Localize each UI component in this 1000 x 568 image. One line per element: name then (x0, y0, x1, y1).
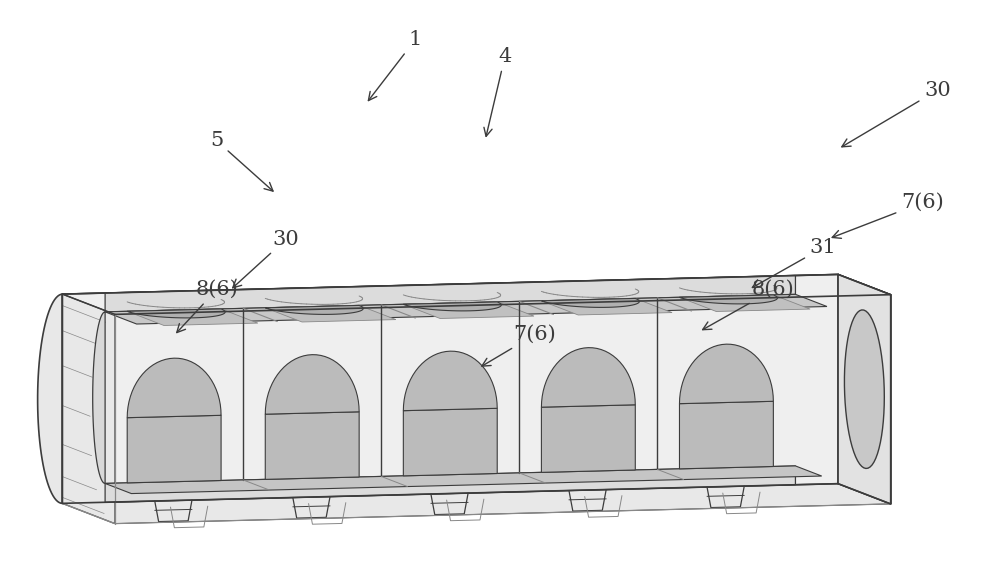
Text: 5: 5 (210, 131, 273, 191)
Polygon shape (838, 274, 891, 504)
Polygon shape (105, 275, 795, 312)
Text: 30: 30 (842, 81, 951, 147)
Polygon shape (38, 294, 62, 503)
Polygon shape (62, 294, 115, 524)
Text: 7(6): 7(6) (832, 193, 944, 239)
Text: 30: 30 (233, 229, 300, 288)
Polygon shape (541, 405, 635, 473)
Polygon shape (265, 354, 359, 414)
Polygon shape (541, 298, 672, 315)
Polygon shape (403, 302, 501, 311)
Text: 4: 4 (484, 47, 512, 136)
Polygon shape (403, 408, 497, 476)
Polygon shape (93, 312, 105, 483)
Polygon shape (541, 348, 635, 407)
Polygon shape (403, 351, 497, 411)
Polygon shape (265, 306, 396, 322)
Polygon shape (403, 302, 534, 319)
Polygon shape (541, 298, 639, 307)
Polygon shape (127, 309, 258, 325)
Polygon shape (679, 344, 773, 404)
Polygon shape (838, 274, 891, 504)
Polygon shape (265, 412, 359, 479)
Polygon shape (127, 358, 221, 417)
Polygon shape (62, 274, 838, 503)
Polygon shape (679, 295, 777, 304)
Text: 1: 1 (368, 30, 422, 101)
Polygon shape (265, 306, 363, 315)
Text: 8(6): 8(6) (703, 280, 795, 329)
Polygon shape (105, 466, 822, 494)
Text: 8(6): 8(6) (177, 280, 238, 333)
Polygon shape (127, 309, 225, 318)
Polygon shape (105, 466, 795, 502)
Polygon shape (679, 295, 810, 311)
Polygon shape (844, 310, 884, 469)
Text: 7(6): 7(6) (482, 325, 556, 366)
Polygon shape (105, 294, 827, 324)
Polygon shape (115, 295, 891, 524)
Polygon shape (679, 401, 773, 469)
Polygon shape (127, 415, 221, 483)
Polygon shape (62, 274, 891, 314)
Text: 31: 31 (752, 238, 837, 287)
